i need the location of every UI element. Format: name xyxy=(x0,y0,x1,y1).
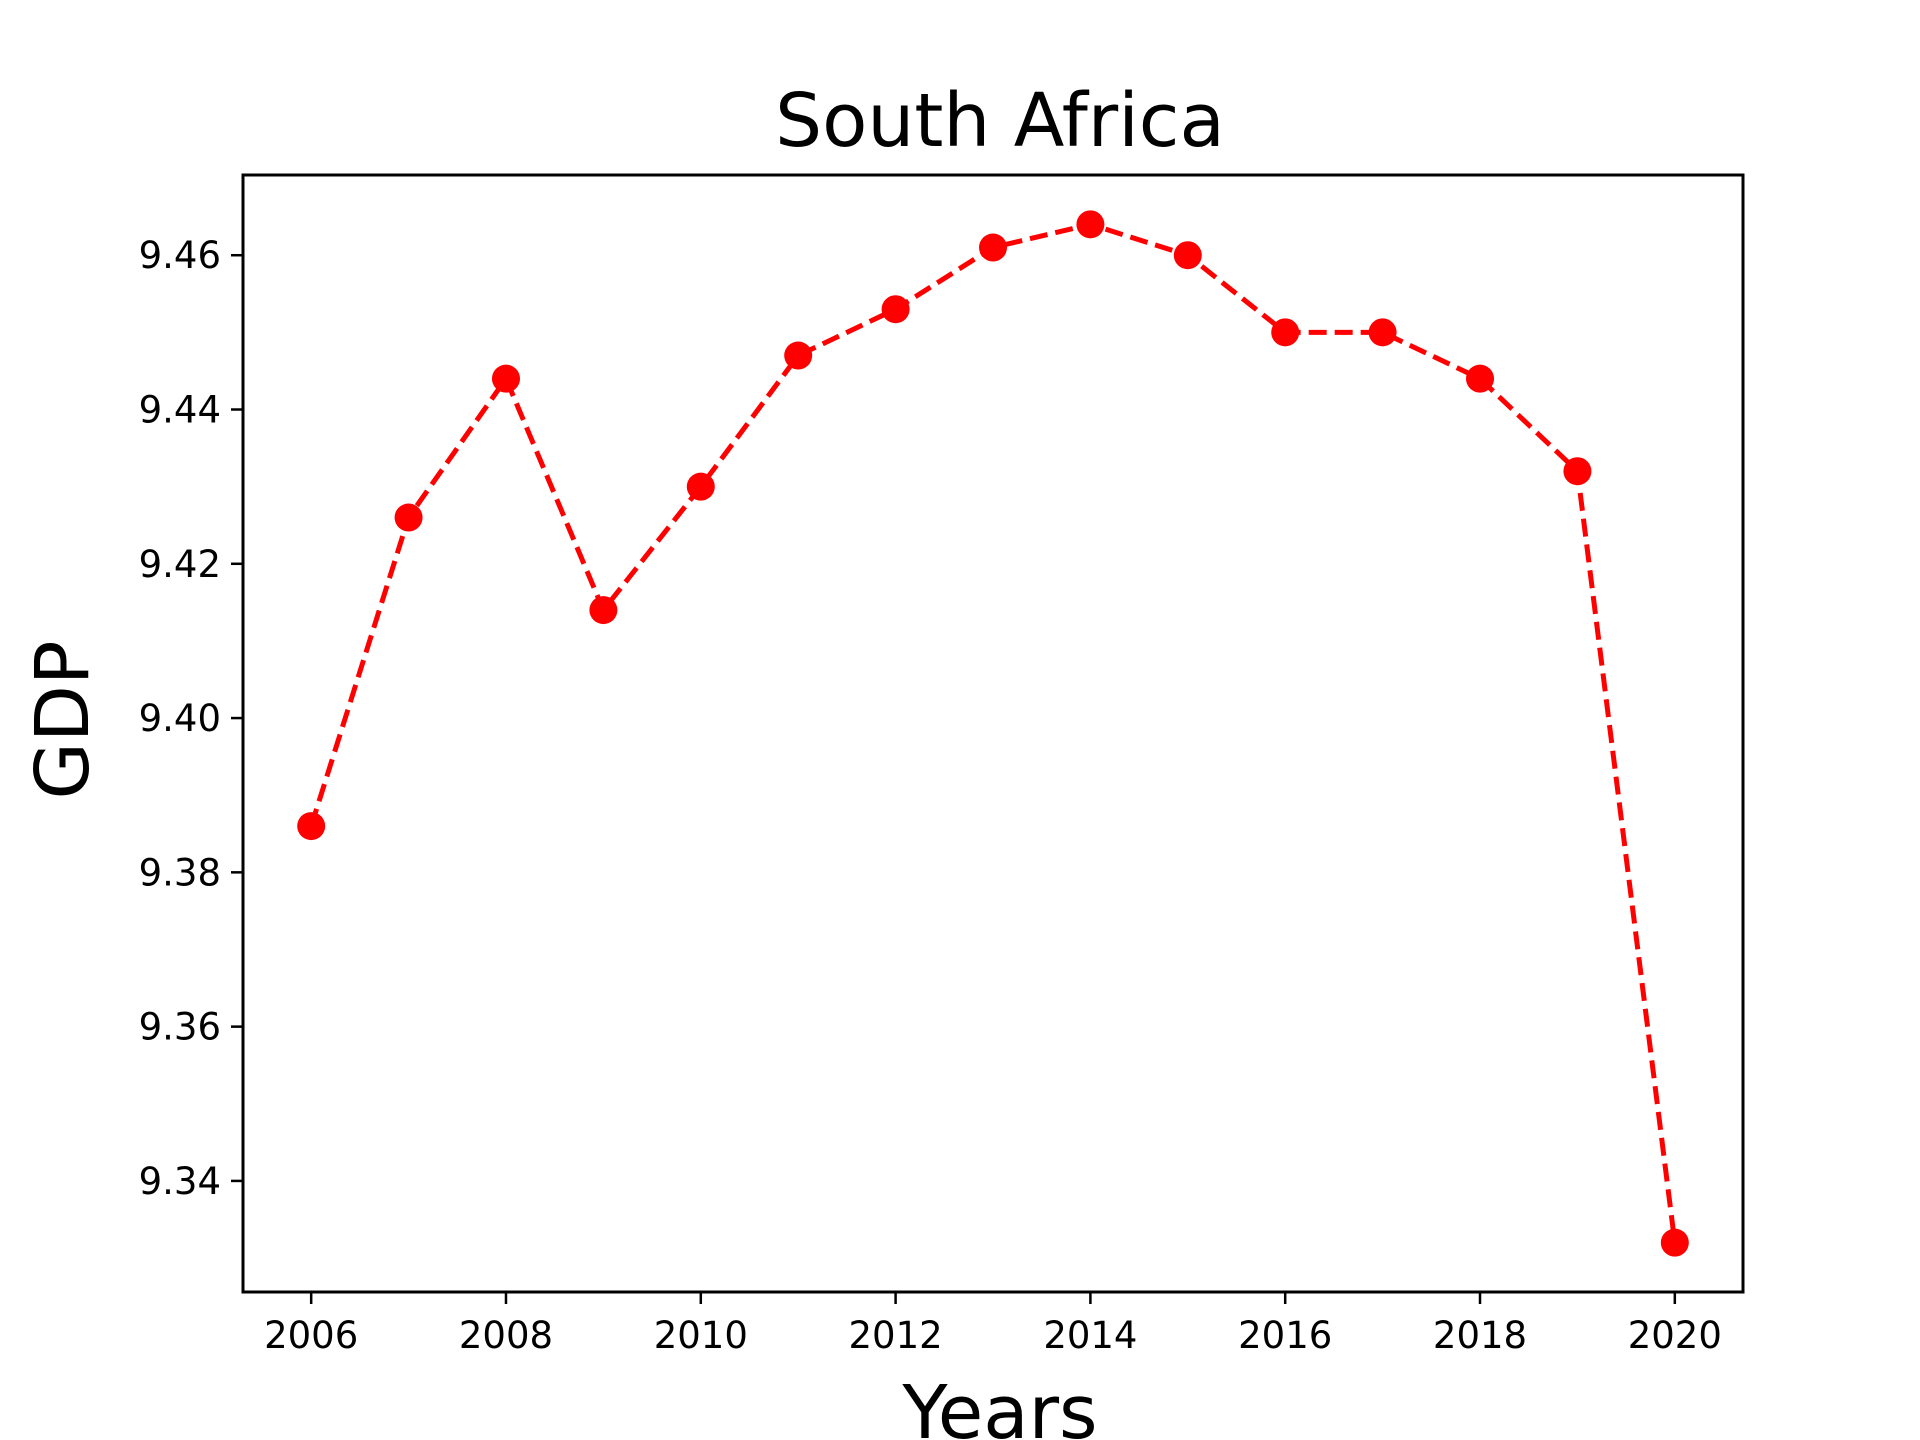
x-tick-label: 2008 xyxy=(459,1314,553,1357)
y-axis-ticks: 9.34 9.36 9.38 9.40 9.42 9.44 9.46 xyxy=(139,234,243,1203)
x-tick-label: 2012 xyxy=(849,1314,943,1357)
x-tick-label: 2006 xyxy=(264,1314,358,1357)
y-axis-label: GDP xyxy=(20,641,106,800)
x-axis-label: Years xyxy=(901,1370,1097,1440)
data-point xyxy=(1563,457,1592,486)
y-tick-label: 9.42 xyxy=(139,543,221,586)
x-tick-label: 2010 xyxy=(654,1314,748,1357)
data-series xyxy=(297,210,1689,1257)
x-axis-ticks: 2006 2008 2010 2012 2014 2016 2018 2020 xyxy=(264,1292,1722,1357)
data-point xyxy=(491,364,520,393)
data-point xyxy=(297,812,326,841)
x-tick-label: 2014 xyxy=(1043,1314,1137,1357)
data-point xyxy=(1660,1228,1689,1257)
y-tick-label: 9.46 xyxy=(139,234,221,277)
y-tick-label: 9.36 xyxy=(139,1006,221,1049)
data-point xyxy=(1368,318,1397,347)
data-point xyxy=(589,596,618,625)
data-point xyxy=(686,472,715,501)
data-point xyxy=(784,341,813,370)
y-tick-label: 9.44 xyxy=(139,389,221,432)
data-point xyxy=(1271,318,1300,347)
x-tick-label: 2018 xyxy=(1433,1314,1527,1357)
x-tick-label: 2020 xyxy=(1628,1314,1722,1357)
chart-title: South Africa xyxy=(775,78,1225,164)
y-tick-label: 9.40 xyxy=(139,697,221,740)
data-point xyxy=(1466,364,1495,393)
data-point xyxy=(979,233,1007,262)
x-tick-label: 2016 xyxy=(1238,1314,1332,1357)
plot-area-frame xyxy=(241,173,1745,1294)
data-point xyxy=(394,503,423,532)
data-point xyxy=(881,295,910,324)
data-point xyxy=(1076,210,1105,239)
y-tick-label: 9.38 xyxy=(139,851,221,894)
data-point xyxy=(1173,241,1202,270)
y-tick-label: 9.34 xyxy=(139,1160,221,1203)
